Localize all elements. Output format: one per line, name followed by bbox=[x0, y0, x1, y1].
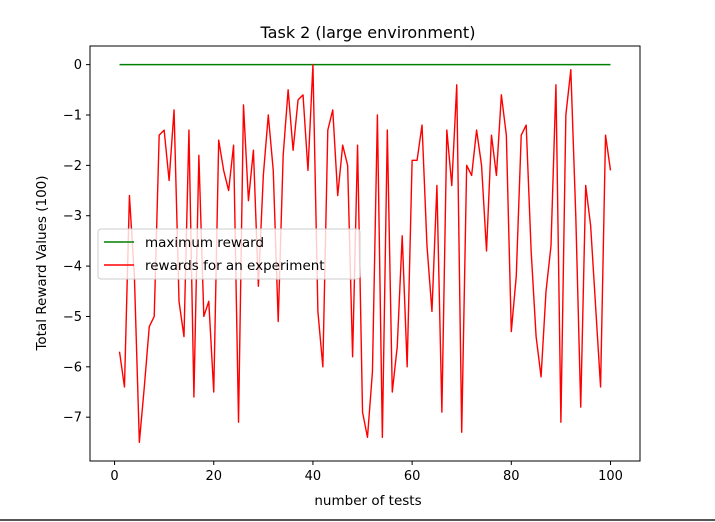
x-tick-label: 60 bbox=[404, 469, 421, 484]
legend-label: rewards for an experiment bbox=[145, 258, 325, 274]
x-tick-label: 40 bbox=[305, 469, 322, 484]
x-tick-label: 80 bbox=[503, 469, 520, 484]
legend-box bbox=[97, 228, 361, 280]
x-axis-label: number of tests bbox=[314, 493, 421, 509]
legend: maximum reward rewards for an experiment bbox=[97, 228, 361, 280]
x-tick-label: 100 bbox=[598, 469, 623, 484]
x-tick-label: 0 bbox=[110, 469, 118, 484]
y-tick-label: −7 bbox=[63, 411, 82, 426]
y-tick-label: 0 bbox=[74, 58, 82, 73]
y-tick-label: −6 bbox=[63, 360, 82, 375]
legend-label: maximum reward bbox=[145, 235, 264, 251]
y-tick-label: −5 bbox=[63, 310, 82, 325]
chart-title: Task 2 (large environment) bbox=[260, 23, 476, 42]
y-tick-label: −1 bbox=[63, 108, 82, 123]
y-axis-label: Total Reward Values (100) bbox=[34, 175, 50, 351]
y-tick-label: −2 bbox=[63, 159, 82, 174]
y-tick-label: −3 bbox=[63, 209, 82, 224]
x-tick-label: 20 bbox=[205, 469, 222, 484]
y-tick-label: −4 bbox=[63, 260, 82, 275]
y-axis-ticks: 0 −1 −2 −3 −4 −5 −6 −7 bbox=[63, 58, 90, 426]
x-axis-ticks: 0 20 40 60 80 100 bbox=[110, 461, 623, 484]
